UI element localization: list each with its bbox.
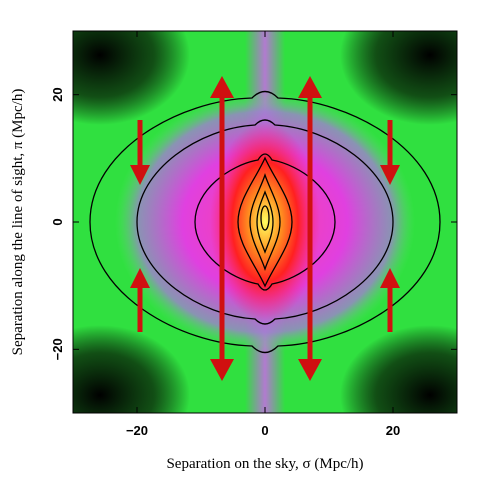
x-tick-label: 0 [261, 423, 268, 438]
y-tick-label: 0 [50, 218, 65, 225]
heatmap [73, 31, 457, 413]
x-tick-label: 20 [386, 423, 400, 438]
x-tick-label: −20 [126, 423, 148, 438]
x-axis-label: Separation on the sky, σ (Mpc/h) [166, 456, 363, 472]
y-tick-label: 20 [50, 87, 65, 101]
y-tick-label: −20 [50, 338, 65, 360]
arrows [130, 76, 400, 381]
y-axis-label: Separation along the line of sight, π (M… [10, 89, 26, 356]
